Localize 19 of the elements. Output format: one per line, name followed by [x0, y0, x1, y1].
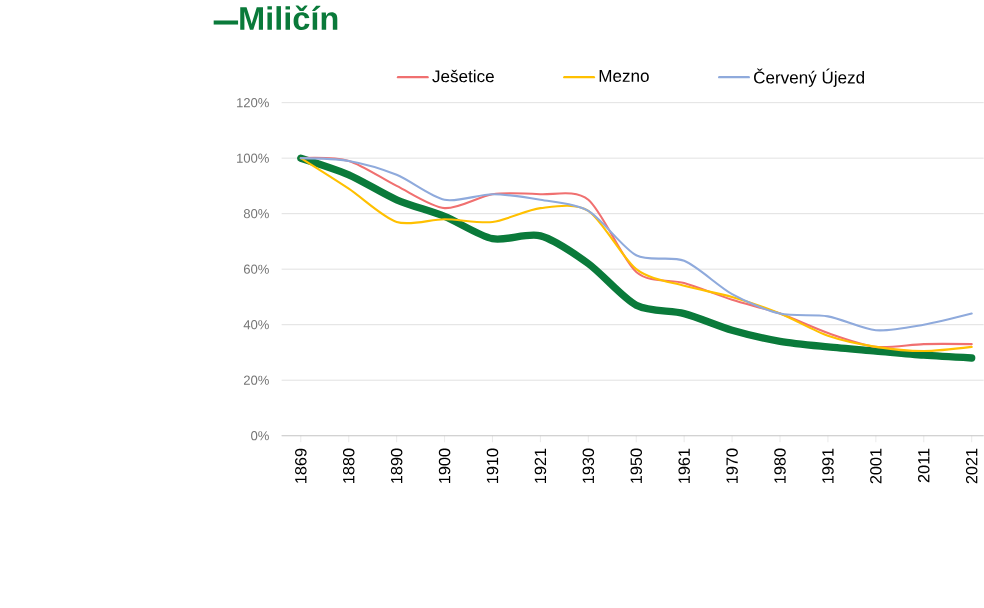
x-tick-label: 1910: [486, 448, 499, 484]
legend-label: Ješetice: [432, 69, 494, 83]
x-tick-label: 1991: [822, 448, 834, 484]
x-tick-label: 1950: [630, 448, 642, 484]
x-tick-label: 2021: [965, 448, 978, 484]
x-tick-label: 1930: [582, 448, 595, 484]
chart-title: Miličín: [240, 5, 338, 31]
x-tick-label: 2001: [870, 448, 882, 484]
x-tick-label: 1890: [390, 448, 403, 484]
x-tick-label: 1880: [342, 448, 355, 484]
x-tick-label: 1970: [726, 448, 738, 484]
x-tick-label: 1961: [678, 448, 690, 484]
x-tick-label: 1921: [534, 448, 547, 484]
x-tick-label: 1980: [774, 448, 786, 484]
legend-label: Červený Újezd: [754, 68, 865, 88]
legend-label: Mezno: [599, 70, 649, 83]
x-tick-label: 1900: [438, 448, 451, 484]
x-tick-label: 2011: [918, 448, 930, 483]
x-tick-label: 1869: [295, 448, 307, 484]
